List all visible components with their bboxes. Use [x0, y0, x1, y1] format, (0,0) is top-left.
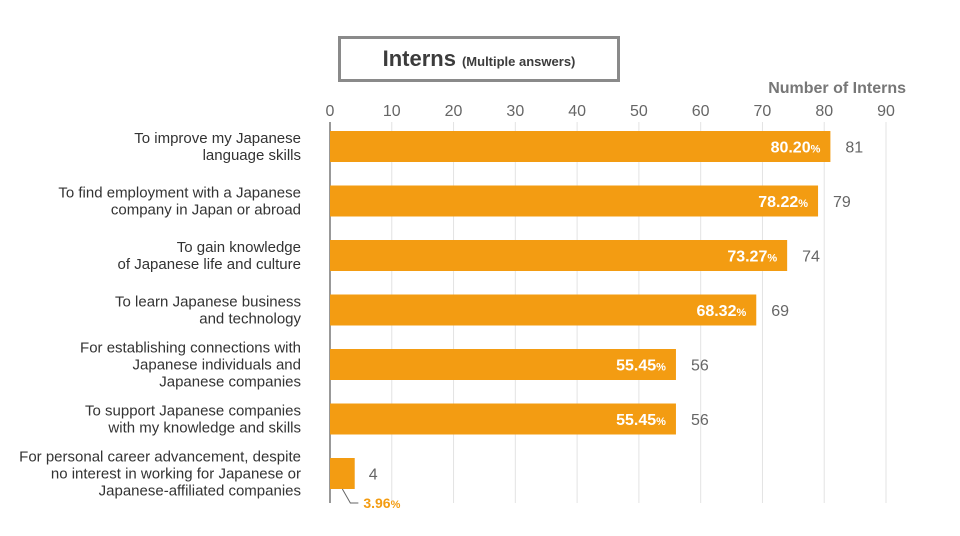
bar-percentage-label: 80.20%	[771, 140, 821, 157]
x-tick-label: 60	[692, 103, 710, 120]
category-label: To improve my Japanese language skills	[134, 130, 301, 164]
x-tick-label: 50	[630, 103, 648, 120]
x-tick-label: 30	[506, 103, 524, 120]
bar	[330, 458, 355, 489]
chart-subtitle: (Multiple answers)	[461, 53, 576, 69]
chart-title-box: Interns (Multiple answers)	[338, 36, 620, 82]
bar-count-label: 56	[691, 412, 709, 429]
category-labels: To improve my Japanese language skills To …	[19, 130, 301, 500]
bar-percentage-label: 73.27%	[727, 249, 777, 266]
x-tick-label: 80	[815, 103, 833, 120]
x-tick-label: 40	[568, 103, 586, 120]
bar-count-label: 74	[802, 249, 820, 266]
category-label: To learn Japanese business and technology	[115, 294, 301, 328]
bar-percentage-label: 55.45%	[616, 412, 666, 429]
bar-count-label: 69	[771, 303, 789, 320]
bar	[330, 185, 819, 217]
bar-count-label: 56	[691, 358, 709, 375]
bars: 80.20% 81 78.22% 79 73.27% 74 68.32% 69 55.45% 56…	[330, 131, 863, 511]
bar-percentage-label: 78.22%	[758, 194, 808, 211]
x-tick-label: 0	[326, 103, 335, 120]
x-axis-label: Number of Interns	[768, 80, 906, 97]
bar	[330, 294, 757, 326]
category-label: To find employment with a Japanese compan…	[58, 185, 301, 219]
x-tick-label: 10	[383, 103, 401, 120]
bar-count-label: 81	[845, 140, 863, 157]
category-label: To support Japanese companies with my kno…	[85, 403, 301, 437]
x-tick-label: 20	[445, 103, 463, 120]
category-label: To gain knowledge of Japanese life and cu…	[118, 239, 301, 273]
x-tick-label: 90	[877, 103, 895, 120]
leader-line	[341, 488, 359, 504]
bar-count-label: 79	[833, 194, 851, 211]
bar	[330, 131, 831, 162]
category-label: For personal career advancement, despite…	[19, 449, 301, 500]
bar	[330, 240, 788, 271]
bar-count-label: 4	[369, 467, 378, 484]
x-tick-label: 70	[754, 103, 772, 120]
bar-percentage-label: 55.45%	[616, 358, 666, 375]
chart-title: Interns	[382, 46, 456, 71]
category-label: For establishing connections with Japanes…	[80, 340, 301, 391]
x-tick-labels: 0 10 20 30 40 50 60 70 80 90	[326, 103, 895, 120]
bar	[330, 403, 676, 435]
bar	[330, 349, 676, 380]
bar-percentage-label: 3.96%	[363, 495, 400, 511]
bar-percentage-label: 68.32%	[696, 303, 746, 320]
